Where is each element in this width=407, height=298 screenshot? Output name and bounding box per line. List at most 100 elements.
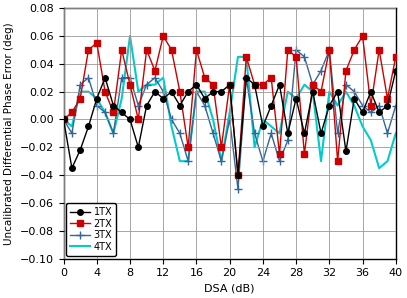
4TX xyxy=(285,90,290,93)
1TX xyxy=(277,83,282,86)
4TX xyxy=(252,145,257,149)
3TX xyxy=(227,118,232,121)
3TX xyxy=(319,69,324,72)
2TX xyxy=(285,48,290,52)
1TX xyxy=(153,90,158,93)
1TX xyxy=(285,132,290,135)
2TX xyxy=(344,69,348,72)
2TX xyxy=(177,90,182,93)
2TX xyxy=(335,159,340,163)
3TX xyxy=(393,104,398,107)
Line: 3TX: 3TX xyxy=(59,46,400,193)
1TX xyxy=(236,173,241,177)
1TX xyxy=(86,125,91,128)
4TX xyxy=(310,90,315,93)
1TX xyxy=(111,104,116,107)
4TX xyxy=(144,83,149,86)
Y-axis label: Uncalibrated Differential Phase Error (deg): Uncalibrated Differential Phase Error (d… xyxy=(4,22,14,245)
4TX xyxy=(94,97,99,100)
2TX xyxy=(169,48,174,52)
2TX xyxy=(86,48,91,52)
1TX xyxy=(103,76,107,80)
3TX xyxy=(202,104,207,107)
2TX xyxy=(360,34,365,38)
3TX xyxy=(352,90,357,93)
1TX xyxy=(269,104,274,107)
2TX xyxy=(269,76,274,80)
1TX xyxy=(310,90,315,93)
4TX xyxy=(111,132,116,135)
1TX xyxy=(169,90,174,93)
2TX xyxy=(94,41,99,45)
4TX xyxy=(119,97,124,100)
3TX xyxy=(377,104,382,107)
3TX xyxy=(136,104,141,107)
4TX xyxy=(319,159,324,163)
4TX xyxy=(202,90,207,93)
2TX xyxy=(377,48,382,52)
2TX xyxy=(327,48,332,52)
3TX xyxy=(252,132,257,135)
1TX xyxy=(227,83,232,86)
4TX xyxy=(244,55,249,59)
1TX xyxy=(61,118,66,121)
4TX xyxy=(352,104,357,107)
3TX xyxy=(70,132,74,135)
3TX xyxy=(277,159,282,163)
1TX xyxy=(127,118,132,121)
1TX xyxy=(136,145,141,149)
3TX xyxy=(360,104,365,107)
1TX xyxy=(210,90,215,93)
2TX xyxy=(393,55,398,59)
2TX xyxy=(244,55,249,59)
1TX xyxy=(186,90,190,93)
2TX xyxy=(277,153,282,156)
4TX xyxy=(227,111,232,114)
2TX xyxy=(368,104,373,107)
4TX xyxy=(277,132,282,135)
1TX xyxy=(352,97,357,100)
1TX xyxy=(360,111,365,114)
2TX xyxy=(119,48,124,52)
4TX xyxy=(78,90,83,93)
4TX xyxy=(360,125,365,128)
3TX xyxy=(153,76,158,80)
4TX xyxy=(210,118,215,121)
4TX xyxy=(136,90,141,93)
2TX xyxy=(111,111,116,114)
3TX xyxy=(302,55,307,59)
3TX xyxy=(127,76,132,80)
3TX xyxy=(177,132,182,135)
3TX xyxy=(327,48,332,52)
3TX xyxy=(94,104,99,107)
2TX xyxy=(352,48,357,52)
4TX xyxy=(177,159,182,163)
1TX xyxy=(161,97,166,100)
4TX xyxy=(236,55,241,59)
3TX xyxy=(194,90,199,93)
4TX xyxy=(169,125,174,128)
2TX xyxy=(236,173,241,177)
3TX xyxy=(385,132,390,135)
3TX xyxy=(111,132,116,135)
3TX xyxy=(61,118,66,121)
4TX xyxy=(127,34,132,38)
1TX xyxy=(177,104,182,107)
4TX xyxy=(153,83,158,86)
1TX xyxy=(377,111,382,114)
4TX xyxy=(194,90,199,93)
2TX xyxy=(385,97,390,100)
2TX xyxy=(260,83,265,86)
2TX xyxy=(219,145,224,149)
1TX xyxy=(78,148,83,152)
3TX xyxy=(161,90,166,93)
4TX xyxy=(86,90,91,93)
2TX xyxy=(252,83,257,86)
1TX xyxy=(70,166,74,170)
1TX xyxy=(219,90,224,93)
2TX xyxy=(194,48,199,52)
1TX xyxy=(260,125,265,128)
3TX xyxy=(119,76,124,80)
2TX xyxy=(127,83,132,86)
1TX xyxy=(94,97,99,100)
